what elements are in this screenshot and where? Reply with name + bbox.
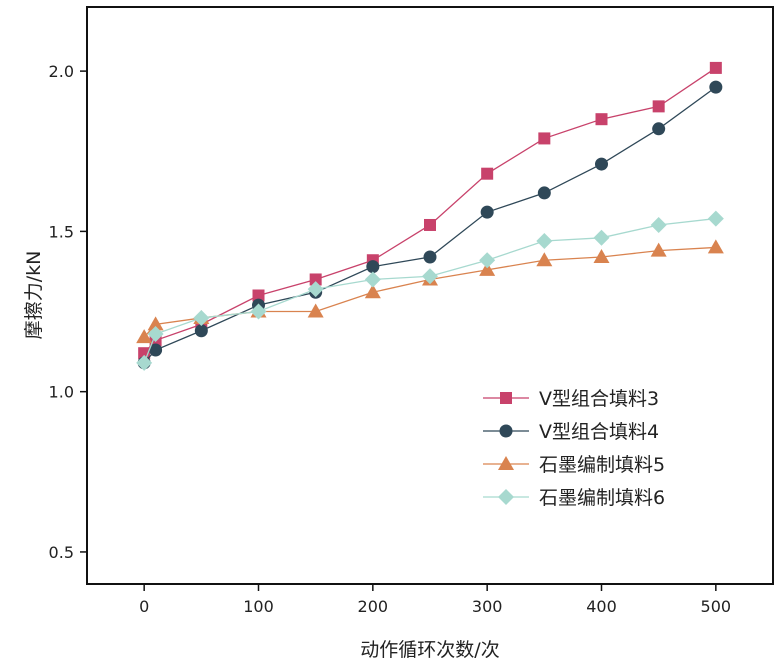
legend-marker <box>500 392 512 404</box>
data-point <box>307 303 324 318</box>
x-tick-label: 300 <box>472 597 503 616</box>
legend-label: 石墨编制填料5 <box>539 454 665 476</box>
series-line <box>143 217 716 364</box>
data-point <box>147 325 164 342</box>
data-point <box>593 249 610 264</box>
legend-marker <box>499 424 513 438</box>
data-point <box>136 354 153 371</box>
series-line <box>143 67 717 354</box>
data-point <box>709 61 722 74</box>
data-point <box>652 122 666 136</box>
data-point <box>479 261 496 276</box>
data-point <box>536 233 553 250</box>
data-point <box>136 329 153 344</box>
legend-item: V型组合填料4 <box>483 421 659 443</box>
data-point <box>364 284 381 299</box>
x-tick-label: 400 <box>586 597 617 616</box>
data-point <box>193 309 210 326</box>
data-point <box>536 252 553 267</box>
y-tick-label: 0.5 <box>49 543 74 562</box>
data-point <box>650 242 667 257</box>
data-point <box>479 252 496 269</box>
data-point <box>707 210 724 227</box>
data-point <box>480 205 494 219</box>
data-point <box>250 303 267 320</box>
data-point <box>707 239 724 254</box>
series-layer <box>136 61 724 371</box>
legend-label: 石墨编制填料6 <box>539 487 665 509</box>
x-tick-label: 500 <box>701 597 732 616</box>
data-point <box>537 186 551 200</box>
legend-label: V型组合填料4 <box>539 421 659 443</box>
data-point <box>650 216 667 233</box>
legend-item: 石墨编制填料6 <box>483 487 665 509</box>
y-axis-title: 摩擦力/kN <box>23 251 45 340</box>
data-point <box>149 343 163 357</box>
x-tick-label: 200 <box>358 597 389 616</box>
legend-label: V型组合填料3 <box>539 388 659 410</box>
x-tick-label: 0 <box>139 597 149 616</box>
y-tick-label: 1.0 <box>49 383 74 402</box>
data-point <box>252 289 265 302</box>
data-point <box>366 260 380 274</box>
series-line <box>143 246 716 338</box>
y-tick-label: 1.5 <box>49 222 74 241</box>
x-axis-ticks: 0 100 200 300 400 500 <box>139 584 731 616</box>
data-point <box>147 316 164 331</box>
data-point <box>538 132 551 145</box>
data-point <box>593 229 610 246</box>
series-4 <box>136 210 724 371</box>
data-point <box>194 324 208 338</box>
data-point <box>307 281 324 298</box>
legend-item: V型组合填料3 <box>483 388 659 410</box>
data-point <box>709 80 723 94</box>
data-point <box>309 273 322 286</box>
x-tick-label: 100 <box>243 597 274 616</box>
x-axis-title: 动作循环次数/次 <box>360 639 499 661</box>
y-tick-label: 2.0 <box>49 62 74 81</box>
data-point <box>595 157 608 171</box>
legend: V型组合填料3 V型组合填料4 石墨编制填料5 石墨编制填料6 <box>483 388 665 509</box>
legend-item: 石墨编制填料5 <box>483 454 665 476</box>
data-point <box>423 250 437 264</box>
y-axis-ticks: 0.5 1.0 1.5 2.0 <box>49 62 87 562</box>
data-point <box>481 167 494 180</box>
data-point <box>364 271 381 288</box>
plot-frame <box>86 6 774 585</box>
legend-marker <box>498 489 514 505</box>
data-point <box>595 113 608 126</box>
series-line <box>143 86 717 364</box>
legend-marker <box>498 456 514 470</box>
data-point <box>424 218 436 231</box>
data-point <box>422 268 438 285</box>
data-point <box>652 100 665 113</box>
